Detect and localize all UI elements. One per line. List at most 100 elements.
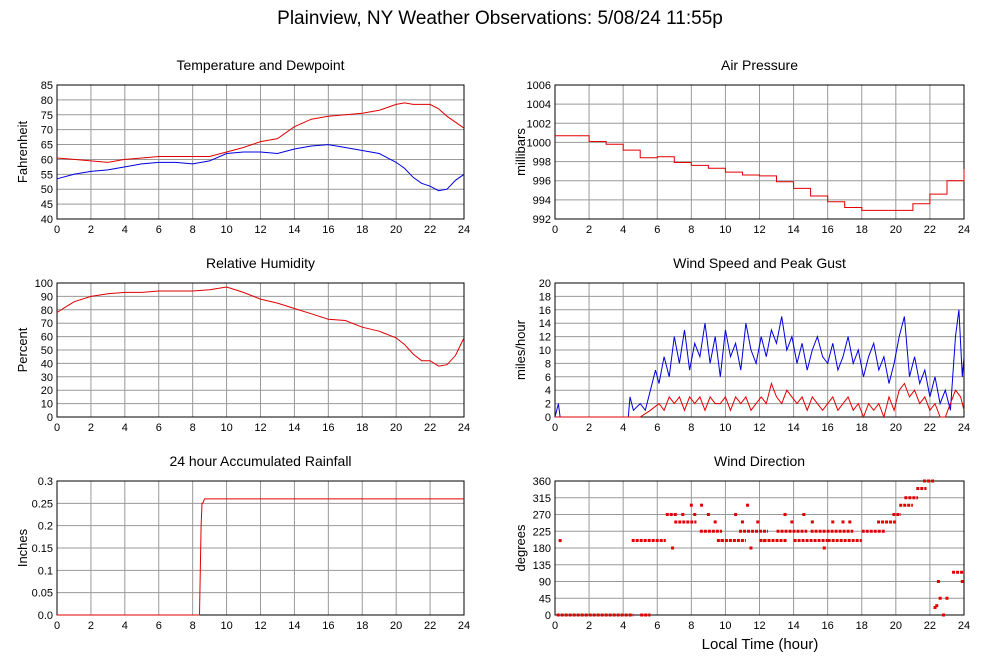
direction-point [783, 513, 787, 516]
direction-point [802, 513, 806, 516]
y-tick-label: 8 [545, 358, 551, 370]
x-tick-label: 2 [586, 224, 592, 236]
y-tick-label: 0.1 [38, 565, 53, 577]
plot-frame [56, 84, 465, 220]
x-tick-label: 22 [924, 224, 936, 236]
x-tick-label: 16 [822, 422, 834, 434]
x-tick-label: 4 [620, 224, 626, 236]
x-tick-label: 16 [322, 620, 334, 632]
y-tick-label: 40 [41, 358, 53, 370]
y-tick-label: 0.3 [38, 476, 53, 488]
direction-point [713, 520, 717, 524]
direction-point [558, 539, 562, 543]
direction-point [942, 613, 946, 617]
x-tick-label: 14 [787, 620, 799, 632]
x-tick-label: 20 [890, 620, 902, 632]
x-tick-label: 22 [424, 224, 436, 236]
x-tick-label: 4 [620, 620, 626, 632]
y-tick-label: 70 [41, 125, 53, 137]
series-line-blue [56, 144, 465, 192]
y-axis-label: Fahrenheit [15, 121, 30, 184]
y-tick-label: 30 [41, 372, 53, 384]
y-tick-label: 90 [539, 577, 551, 589]
x-tick-label: 8 [688, 224, 694, 236]
direction-point [790, 520, 794, 524]
x-tick-label: 24 [458, 224, 470, 236]
x-tick-label: 10 [719, 422, 731, 434]
x-tick-label: 0 [552, 422, 558, 434]
direction-point [689, 503, 693, 507]
plot-frame [554, 480, 965, 616]
x-tick-label: 10 [220, 422, 232, 434]
y-axis-label: millibars [513, 128, 528, 176]
y-tick-label: 70 [41, 318, 53, 330]
y-tick-label: 50 [41, 184, 53, 196]
y-tick-label: 2 [545, 399, 551, 411]
y-tick-label: 4 [545, 385, 551, 397]
direction-point [706, 513, 710, 516]
x-tick-label: 0 [54, 422, 60, 434]
x-tick-label: 24 [958, 224, 970, 236]
y-axis-label: Percent [15, 327, 30, 372]
direction-point [831, 520, 835, 524]
direction-point [936, 580, 940, 583]
y-axis-label: degrees [513, 524, 528, 571]
grid [554, 480, 965, 616]
x-tick-label: 20 [390, 422, 402, 434]
y-tick-label: 40 [41, 214, 53, 226]
direction-point [945, 596, 949, 600]
y-tick-label: 180 [533, 543, 551, 555]
chart-title: Wind Direction [714, 453, 805, 469]
x-tick-label: 12 [254, 224, 266, 236]
y-tick-label: 45 [41, 199, 53, 211]
y-tick-label: 60 [41, 154, 53, 166]
y-tick-label: 55 [41, 169, 53, 181]
y-tick-label: 994 [533, 195, 551, 207]
y-tick-label: 0.25 [32, 498, 53, 510]
x-tick-label: 14 [787, 422, 799, 434]
bottom-x-axis-label: Local Time (hour) [701, 636, 819, 653]
x-tick-label: 18 [356, 224, 368, 236]
direction-point [740, 520, 744, 524]
x-tick-label: 16 [822, 620, 834, 632]
x-tick-label: 8 [190, 422, 196, 434]
plot-frame [554, 282, 965, 418]
page-title: Plainview, NY Weather Observations: 5/08… [277, 8, 723, 29]
direction-point [935, 604, 939, 608]
x-tick-label: 24 [458, 620, 470, 632]
direction-point [746, 503, 750, 507]
x-tick-label: 18 [856, 422, 868, 434]
x-tick-label: 22 [924, 620, 936, 632]
y-tick-label: 1002 [527, 118, 551, 130]
x-tick-label: 12 [753, 422, 765, 434]
x-tick-label: 14 [288, 620, 300, 632]
y-tick-label: 10 [539, 345, 551, 357]
direction-point [810, 520, 814, 524]
x-tick-label: 10 [719, 620, 731, 632]
x-tick-label: 12 [753, 620, 765, 632]
x-tick-label: 4 [122, 422, 128, 434]
y-tick-label: 0.0 [38, 610, 53, 622]
y-tick-label: 75 [41, 110, 53, 122]
y-tick-label: 10 [41, 399, 53, 411]
x-tick-label: 4 [620, 422, 626, 434]
y-tick-label: 315 [533, 493, 551, 505]
x-tick-label: 24 [958, 422, 970, 434]
x-tick-label: 14 [787, 224, 799, 236]
direction-point [763, 539, 767, 543]
y-tick-label: 20 [41, 385, 53, 397]
direction-point [681, 513, 685, 516]
x-tick-label: 4 [122, 620, 128, 632]
x-tick-label: 16 [322, 224, 334, 236]
direction-point [749, 546, 753, 550]
chart-title: Temperature and Dewpoint [176, 57, 344, 73]
x-tick-label: 24 [458, 422, 470, 434]
x-tick-label: 2 [88, 224, 94, 236]
y-tick-label: 85 [41, 80, 53, 92]
y-tick-label: 6 [545, 372, 551, 384]
x-tick-label: 14 [288, 422, 300, 434]
